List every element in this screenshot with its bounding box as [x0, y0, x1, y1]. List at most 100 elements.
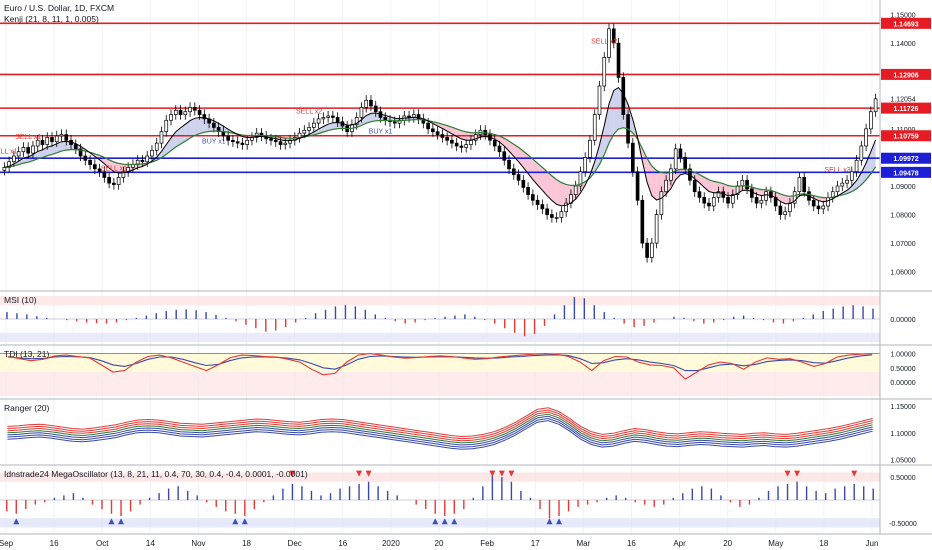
- kenji-cloud-segment: [166, 137, 172, 155]
- candle-body: [492, 139, 497, 147]
- mega-buy-marker: [556, 518, 563, 525]
- candle-body: [592, 114, 597, 141]
- candle-body: [359, 107, 364, 118]
- mega-sell-marker: [508, 470, 515, 477]
- kenji-cloud-segment: [609, 90, 614, 144]
- price-axis[interactable]: [880, 0, 932, 534]
- mega-plot: [0, 470, 880, 528]
- candle-body: [373, 105, 378, 113]
- price-badge-label: 1.10759: [893, 134, 918, 141]
- kenji-cloud-segment: [713, 181, 719, 193]
- kenji-cloud-segment: [542, 167, 548, 196]
- candle-body: [435, 131, 440, 135]
- sell-signal-label: SELL x1: [0, 148, 18, 155]
- kenji-cloud-segment: [861, 162, 867, 185]
- candle-body: [112, 182, 116, 185]
- price-pane[interactable]: [0, 0, 880, 290]
- candle-body: [26, 147, 31, 154]
- candle-body: [35, 139, 40, 147]
- kenji-cloud-segment: [708, 179, 714, 193]
- mega-oscillator-title: Idnstrade24 MegaOscillator (13, 8, 21, 1…: [4, 469, 308, 479]
- time-tick-label: 16: [627, 539, 636, 548]
- time-tick-label: 2020: [382, 539, 400, 548]
- candle-body: [164, 119, 169, 133]
- sell-signal-label: SELL x1: [15, 134, 41, 141]
- candle-body: [12, 155, 16, 163]
- ranger-plot: [7, 407, 873, 450]
- kenji-cloud-segment: [694, 172, 700, 183]
- ranger-band-line: [7, 413, 873, 444]
- kenji-cloud-segment: [332, 122, 338, 130]
- candle-body: [59, 134, 64, 137]
- candle-body: [540, 204, 545, 210]
- candle-body: [145, 155, 150, 163]
- candle-body: [859, 145, 864, 161]
- kenji-indicator-label: Kenji (21, 8, 11, 1, 0.005): [4, 14, 99, 24]
- candle-body: [635, 171, 640, 201]
- time-tick-label: Apr: [673, 539, 686, 548]
- kenji-cloud-segment: [37, 149, 43, 159]
- candle-body: [445, 137, 449, 141]
- kenji-cloud-segment: [118, 163, 124, 173]
- mega-sell-marker: [365, 470, 372, 477]
- time-tick-label: Oct: [96, 539, 109, 548]
- kenji-cloud-segment: [523, 151, 529, 174]
- kenji-cloud-segment: [613, 87, 619, 135]
- price-badge: [881, 130, 931, 142]
- candle-body: [521, 179, 526, 188]
- tdi-title: TDI (13, 21): [4, 349, 50, 359]
- candle-body: [516, 174, 521, 181]
- candle-body: [792, 191, 797, 204]
- candle-body: [526, 187, 530, 195]
- kenji-cloud-segment: [509, 141, 514, 157]
- ranger-tick-label: 1.15000: [890, 404, 915, 411]
- mega-sell-marker: [794, 470, 801, 477]
- candle-body: [212, 122, 216, 128]
- candle-body: [578, 171, 583, 187]
- mega-buy-marker: [108, 518, 115, 525]
- tdi-tick-label: 1.00000: [890, 352, 915, 359]
- msi-title: MSI (10): [4, 295, 37, 305]
- kenji-cloud-segment: [870, 139, 876, 174]
- candle-body: [554, 217, 559, 219]
- candle-body: [88, 159, 92, 165]
- tdi-signal-line: [7, 354, 873, 372]
- candle-body: [564, 202, 568, 213]
- candle-body: [826, 197, 830, 207]
- candle-body: [202, 114, 207, 120]
- kenji-cloud-segment: [561, 182, 567, 206]
- candle-body: [302, 129, 307, 134]
- msi-upper-zone: [0, 296, 880, 306]
- candle-body: [226, 135, 230, 141]
- candle-body: [159, 131, 164, 144]
- time-tick-label: Jun: [866, 539, 879, 548]
- tdi-tick-label: 0.50000: [890, 366, 915, 373]
- tdi-plot: [0, 353, 880, 396]
- price-tick-label: 1.09000: [890, 184, 915, 191]
- candle-body: [645, 242, 649, 258]
- candle-body: [54, 135, 59, 143]
- candle-body: [450, 139, 454, 144]
- candle-body: [854, 159, 859, 173]
- ranger-band-line: [7, 411, 873, 442]
- candle-body: [683, 157, 688, 170]
- candle-body: [669, 168, 673, 181]
- kenji-cloud-segment: [499, 136, 505, 147]
- tdi-mid-zone: [0, 353, 880, 372]
- kenji-cloud-segment: [180, 124, 186, 145]
- candle-body: [821, 205, 826, 210]
- candle-body: [692, 179, 697, 193]
- mega-buy-marker: [432, 518, 439, 525]
- kenji-cloud-segment: [175, 127, 181, 148]
- candle-body: [121, 171, 126, 178]
- candle-body: [383, 117, 388, 121]
- candle-body: [616, 42, 621, 78]
- candle-body: [316, 118, 321, 124]
- candle-body: [873, 98, 878, 113]
- candle-body: [654, 214, 659, 244]
- price-badge: [881, 152, 931, 164]
- ranger-band-line: [7, 415, 873, 446]
- candle-body: [283, 142, 288, 145]
- candle-body: [535, 199, 540, 205]
